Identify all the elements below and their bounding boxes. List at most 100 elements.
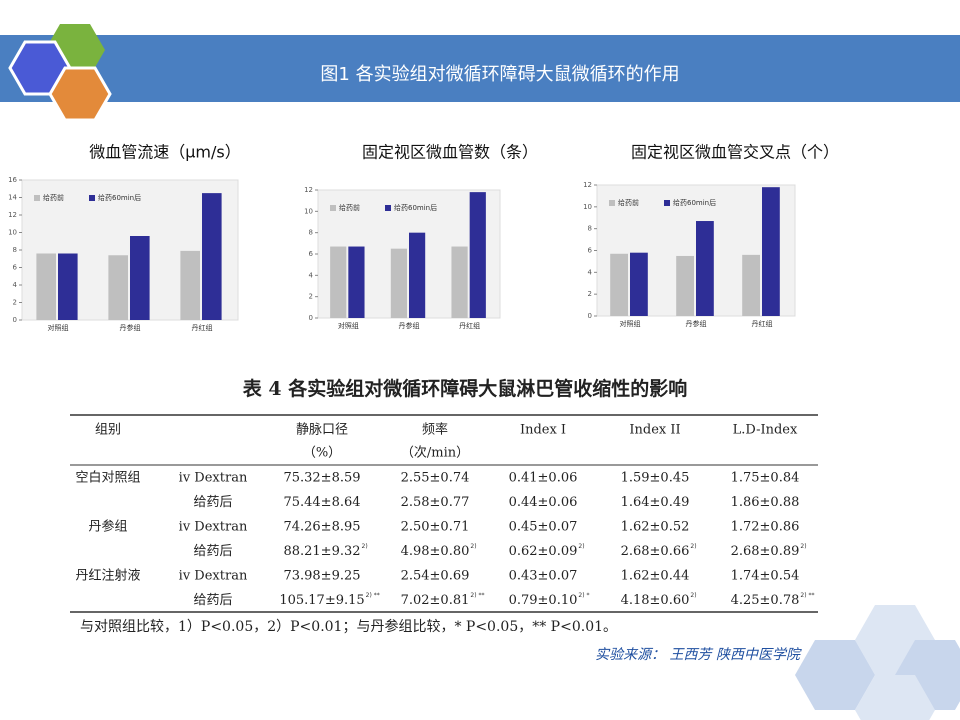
y-tick-label: 16 — [8, 176, 17, 184]
bar — [330, 246, 347, 318]
y-tick-label: 10 — [304, 207, 313, 215]
y-tick-label: 8 — [13, 246, 17, 254]
y-tick-label: 0 — [588, 312, 592, 320]
superscript: 2) — [578, 543, 584, 550]
table-cell: 1.62±0.52 — [621, 520, 690, 535]
bar — [180, 250, 200, 320]
legend-label: 给药60min后 — [673, 198, 716, 207]
bar — [130, 236, 150, 320]
table-header: 频率 — [422, 422, 448, 438]
table-header: L.D-Index — [733, 423, 798, 438]
superscript: 2) * — [578, 592, 589, 599]
x-tick-label: 丹参组 — [399, 321, 420, 330]
bar — [58, 253, 78, 320]
table-cell: 0.62±0.09 — [509, 544, 578, 559]
chart-title: 固定视区微血管数（条） — [362, 143, 538, 162]
source: 实验来源： 王西芳 陕西中医学院 — [595, 647, 802, 663]
chart-title: 固定视区微血管交叉点（个） — [631, 143, 839, 162]
table-cell: 0.41±0.06 — [509, 471, 578, 486]
legend-swatch — [89, 195, 95, 201]
table-cell: 0.79±0.10 — [509, 593, 578, 608]
bar — [742, 254, 760, 316]
table-cell: 1.74±0.54 — [731, 569, 800, 584]
bar — [696, 221, 714, 316]
x-tick-label: 丹红组 — [752, 319, 773, 328]
banner — [0, 35, 960, 102]
table-cell: 4.25±0.78 — [731, 593, 800, 608]
banner-title: 图1 各实验组对微循环障碍大鼠微循环的作用 — [320, 64, 679, 85]
table-cell: 2.68±0.66 — [621, 544, 690, 559]
y-tick-label: 12 — [583, 181, 592, 189]
table-cell: 0.45±0.07 — [509, 520, 578, 535]
treatment: iv Dextran — [179, 471, 248, 486]
legend-swatch — [609, 200, 615, 206]
y-tick-label: 2 — [13, 299, 17, 307]
treatment: 给药后 — [193, 544, 232, 559]
x-tick-label: 丹参组 — [120, 323, 141, 332]
y-tick-label: 6 — [13, 264, 18, 272]
table-cell: 1.64±0.49 — [621, 495, 690, 510]
table-cell: 1.72±0.86 — [731, 520, 800, 535]
table-cell: 2.54±0.69 — [401, 569, 470, 584]
y-tick-label: 6 — [309, 250, 314, 258]
bar — [762, 187, 780, 316]
bar — [451, 246, 468, 318]
table-cell: 74.26±8.95 — [283, 520, 360, 535]
table-cell: 2.55±0.74 — [401, 471, 470, 486]
table-cell: 75.32±8.59 — [283, 471, 360, 486]
table-cell: 1.59±0.45 — [621, 471, 690, 486]
table-cell: 73.98±9.25 — [283, 569, 360, 584]
table-cell: 105.17±9.15 — [279, 593, 364, 608]
bar — [348, 246, 365, 318]
x-tick-label: 丹红组 — [459, 321, 480, 330]
table-footnote: 与对照组比较，1）P<0.05，2）P<0.01；与丹参组比较，* P<0.05… — [80, 618, 617, 635]
x-tick-label: 对照组 — [620, 319, 641, 328]
bar — [390, 248, 407, 318]
legend-label: 给药60min后 — [98, 193, 141, 202]
legend-swatch — [664, 200, 670, 206]
y-tick-label: 4 — [13, 281, 18, 289]
y-tick-label: 12 — [304, 186, 313, 194]
group-label: 丹参组 — [88, 519, 127, 535]
bar — [108, 255, 128, 320]
x-tick-label: 对照组 — [48, 323, 69, 332]
table-header: 静脉口径 — [296, 423, 348, 438]
superscript: 2) ** — [470, 592, 484, 599]
treatment: 给药后 — [193, 495, 232, 510]
table-header: Index II — [629, 423, 680, 438]
y-tick-label: 0 — [309, 314, 313, 322]
legend-swatch — [385, 205, 391, 211]
hexagon — [795, 640, 875, 710]
y-tick-label: 8 — [309, 229, 313, 237]
table-cell: 75.44±8.64 — [283, 495, 360, 510]
x-tick-label: 丹参组 — [686, 319, 707, 328]
bar — [469, 192, 486, 318]
bar — [630, 252, 648, 316]
y-tick-label: 10 — [583, 203, 592, 211]
y-tick-label: 10 — [8, 229, 17, 237]
superscript: 2) — [690, 592, 696, 599]
chart-title: 微血管流速（μm/s） — [89, 143, 241, 162]
table-header-unit: （次/min） — [401, 445, 469, 461]
table-cell: 1.75±0.84 — [731, 471, 800, 486]
table-cell: 4.18±0.60 — [621, 593, 690, 608]
table-cell: 1.86±0.88 — [731, 495, 800, 510]
legend-label: 给药前 — [618, 198, 639, 207]
group-label: 丹红注射液 — [75, 568, 140, 584]
bar — [409, 232, 426, 318]
y-tick-label: 4 — [309, 271, 314, 279]
legend-swatch — [34, 195, 40, 201]
table-title: 表 4 各实验组对微循环障碍大鼠淋巴管收缩性的影响 — [243, 377, 687, 400]
y-tick-label: 2 — [309, 293, 313, 301]
superscript: 2) — [470, 543, 476, 550]
bar — [676, 255, 694, 316]
superscript: 2) ** — [800, 592, 814, 599]
bar — [36, 253, 56, 320]
y-tick-label: 4 — [588, 268, 593, 276]
bar — [202, 193, 222, 320]
y-tick-label: 6 — [588, 247, 593, 255]
table-cell: 1.62±0.44 — [621, 569, 690, 584]
treatment: iv Dextran — [179, 520, 248, 535]
hexagon — [48, 66, 112, 122]
